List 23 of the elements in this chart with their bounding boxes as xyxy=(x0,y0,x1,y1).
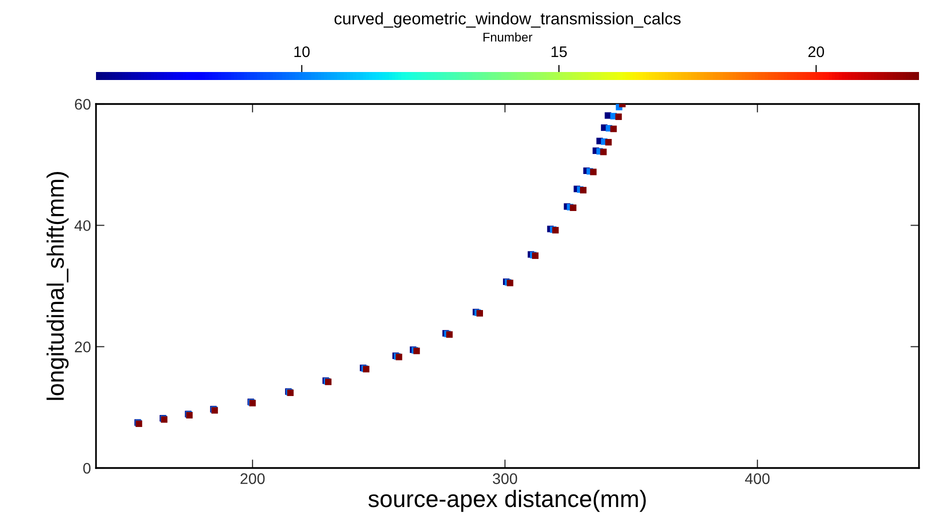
y-axis-title: longitudinal_shift(mm) xyxy=(46,172,69,400)
x-tick-label: 300 xyxy=(492,473,518,484)
y-tick-label: 40 xyxy=(74,220,91,232)
x-tick-label: 200 xyxy=(240,473,265,484)
point xyxy=(590,168,597,176)
color-bar-label: 20 xyxy=(808,46,824,58)
point xyxy=(552,226,559,234)
color-bar-label: 10 xyxy=(294,46,310,58)
point xyxy=(532,252,539,259)
x-axis-title: source-apex distance(mm) xyxy=(368,490,646,512)
y-tick-label: 60 xyxy=(74,98,91,110)
point xyxy=(570,204,576,211)
point xyxy=(600,148,607,156)
y-tick-label: 0 xyxy=(83,462,91,474)
point xyxy=(605,138,612,146)
point xyxy=(580,186,586,194)
color-bar-label: 15 xyxy=(552,46,567,58)
chart-title: curved_geometric_window_transmission_calcs xyxy=(334,12,681,28)
y-tick-label: 20 xyxy=(74,342,91,352)
point xyxy=(610,126,617,132)
x-tick-label: 400 xyxy=(745,473,770,484)
point xyxy=(615,113,622,120)
color-bar-title: Fnumber xyxy=(484,32,532,42)
